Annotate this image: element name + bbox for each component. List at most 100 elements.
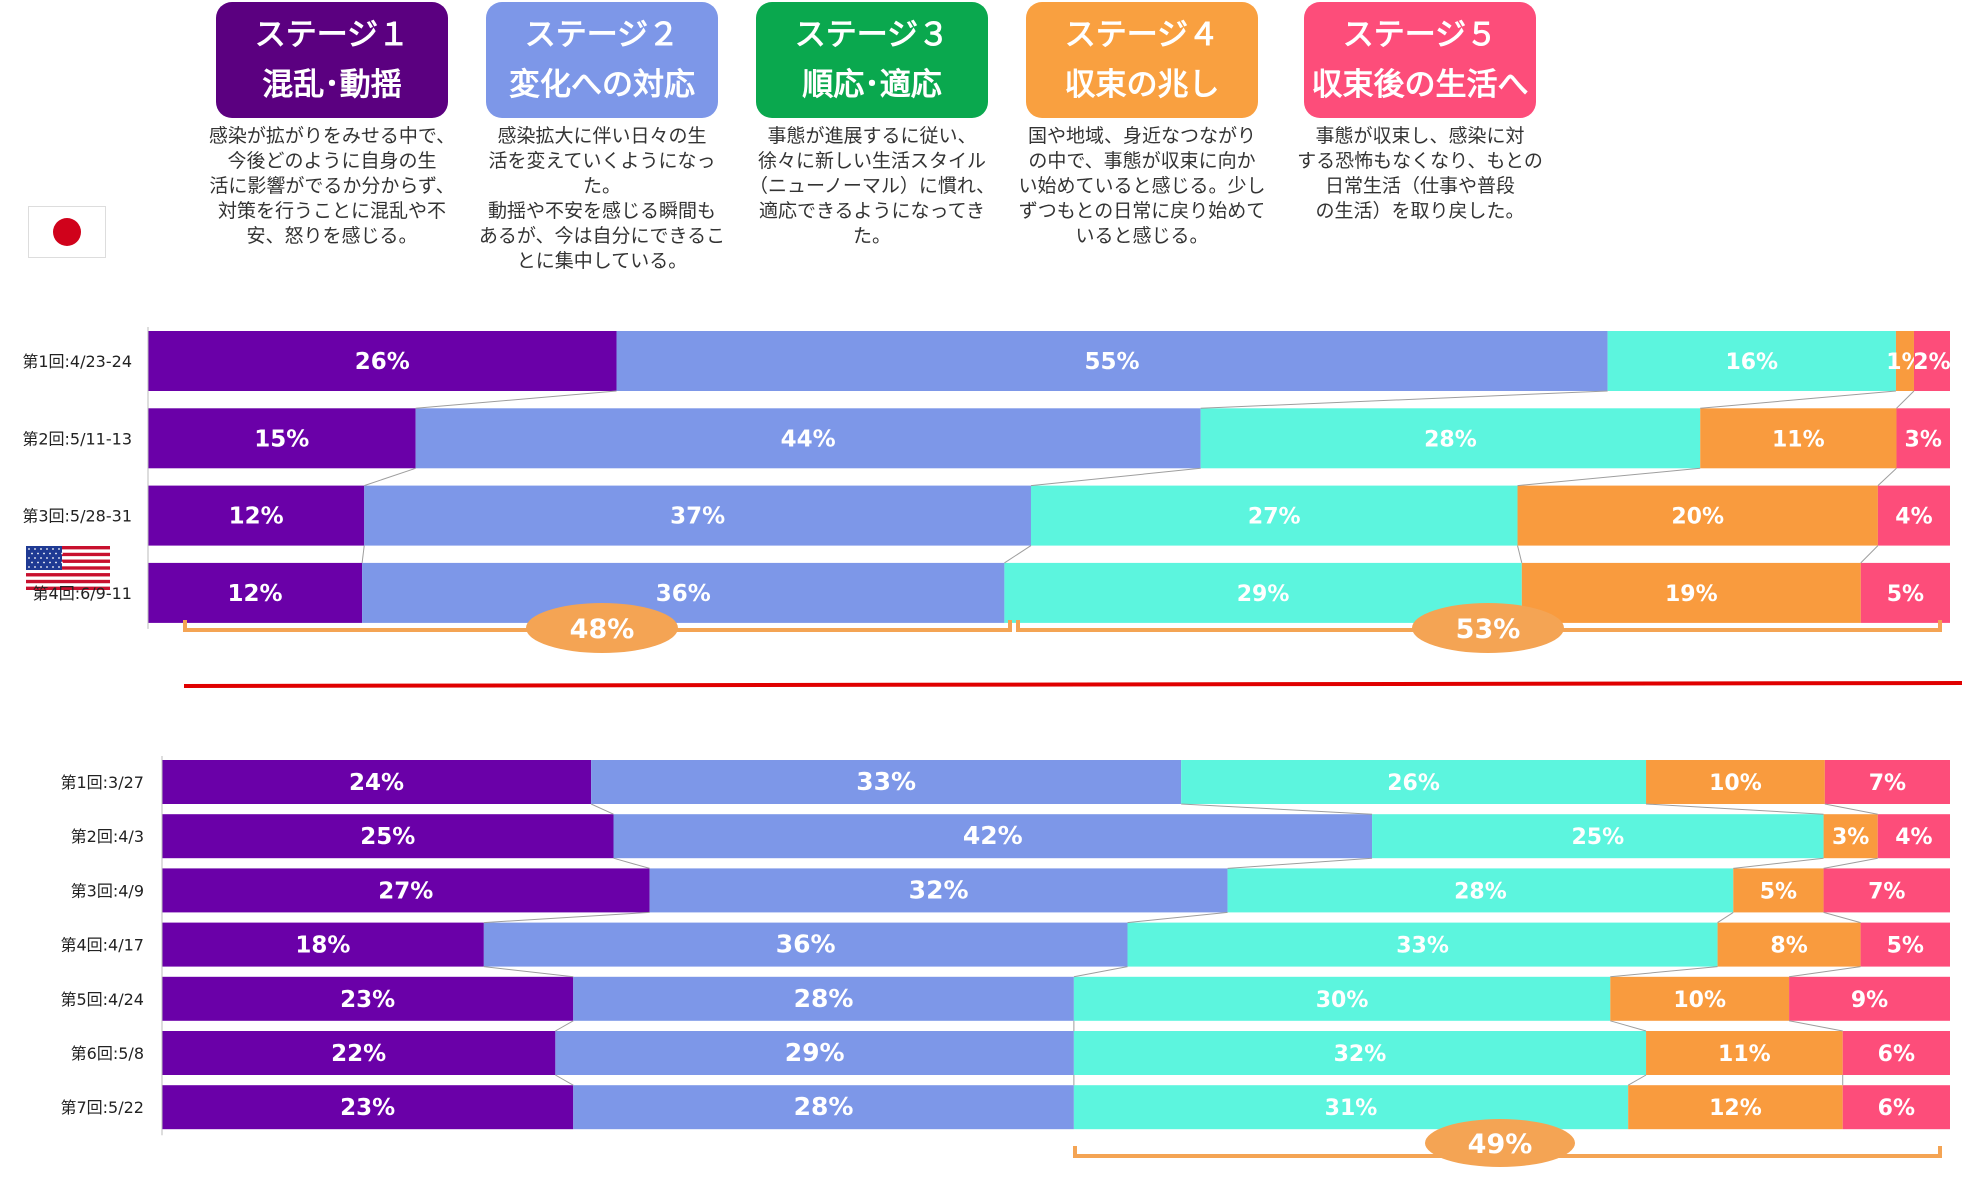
japan-stage3-label: 27% xyxy=(1248,505,1301,530)
usa-stage3-label: 26% xyxy=(1387,771,1440,796)
japan-stage2-label: 37% xyxy=(670,504,725,530)
usa-connector-line xyxy=(1610,966,1718,978)
usa-stage3-bar xyxy=(1073,1085,1629,1130)
stage2-desc-line: あるが、今は自分にできるこ xyxy=(478,225,726,247)
japan-stage2-bar xyxy=(616,331,1608,391)
japan-stage5-label: 5% xyxy=(1887,582,1924,607)
usa-stage2-bar xyxy=(573,1085,1074,1130)
usa-connector-line xyxy=(1127,911,1228,924)
usa-connector-line xyxy=(1823,911,1861,924)
usa-stage1-label: 18% xyxy=(295,933,350,959)
usa-stage5-label: 6% xyxy=(1878,1042,1915,1067)
usa-stage3-label: 30% xyxy=(1316,988,1369,1013)
japan-row-label: 第4回:6/9-11 xyxy=(33,584,132,603)
usa-stage5-label: 9% xyxy=(1851,988,1888,1013)
japan-bubble-48-label: 48% xyxy=(570,614,635,645)
usa-bubble-49-ellipse xyxy=(1425,1119,1575,1167)
usa-connector-line xyxy=(1733,857,1824,869)
stage4-desc-line: いると感じる。 xyxy=(1075,225,1209,247)
usa-stage4-label: 10% xyxy=(1709,771,1762,796)
usa-stage5-label: 5% xyxy=(1887,934,1924,959)
japan-stage4-bar xyxy=(1895,331,1914,391)
usa-stage3-label: 31% xyxy=(1325,1096,1378,1121)
japan-connector-line xyxy=(1030,467,1201,487)
japan-bubble-53-label: 53% xyxy=(1456,614,1521,645)
usa-row-label: 第4回:4/17 xyxy=(60,936,144,955)
stage3-title: ステージ３ xyxy=(794,17,950,53)
usa-connector-line xyxy=(1646,803,1824,815)
usa-stage3-label: 28% xyxy=(1454,879,1507,904)
usa-stage2-bar xyxy=(613,814,1373,859)
usa-connector-line xyxy=(1789,966,1861,978)
japan-stage4-label: 11% xyxy=(1772,427,1825,452)
usa-row-label: 第6回:5/8 xyxy=(71,1044,144,1063)
japan-stage1-label: 26% xyxy=(355,349,410,375)
stage4-description: 国や地域、身近なつながり の中で、事態が収束に向か い始めていると感じる。少し … xyxy=(1017,124,1267,249)
usa-stage1-label: 23% xyxy=(340,1095,395,1121)
japan-bubble-48-ellipse xyxy=(526,603,678,653)
japan-stage3-bar xyxy=(1200,408,1701,469)
usa-stage5-label: 4% xyxy=(1895,825,1932,850)
usa-stage5-bar xyxy=(1842,1085,1950,1130)
usa-stage2-label: 33% xyxy=(856,767,916,796)
stage1-desc-line: 感染が拡がりをみせる中で、 xyxy=(208,125,456,147)
japan-stage1-label: 12% xyxy=(228,581,283,607)
stage5-subtitle: 収束後の生活へ xyxy=(1311,67,1529,103)
stage5-title: ステージ５ xyxy=(1342,17,1498,53)
usa-connector-line xyxy=(483,911,650,924)
usa-stage2-label: 28% xyxy=(794,984,854,1013)
japan-stage4-bar xyxy=(1517,485,1878,546)
japan-stage1-bar xyxy=(148,331,617,391)
japan-row-label: 第3回:5/28-31 xyxy=(22,507,132,526)
japan-stage1-label: 12% xyxy=(229,504,284,530)
japan-stage5-bar xyxy=(1913,331,1950,391)
usa-stage3-label: 33% xyxy=(1396,934,1449,959)
stage5-desc-line: 事態が収束し、感染に対 xyxy=(1315,125,1525,147)
usa-stage4-label: 5% xyxy=(1760,879,1797,904)
usa-stage3-bar xyxy=(1372,814,1824,859)
usa-connector-line xyxy=(1073,966,1128,978)
usa-row-label: 第5回:4/24 xyxy=(60,990,144,1009)
stage3-desc-line: 事態が進展するに従い、 xyxy=(767,125,977,147)
usa-stage5-bar xyxy=(1823,868,1950,913)
usa-stage1-label: 25% xyxy=(360,824,415,850)
usa-stage2-bar xyxy=(483,922,1128,967)
japan-stage5-bar xyxy=(1860,562,1950,623)
japan-flag-icon xyxy=(28,206,106,258)
usa-connector-line xyxy=(1788,1020,1843,1032)
stage1-desc-line: 活に影響がでるか分からず、 xyxy=(209,175,455,197)
japan-stage1-bar xyxy=(148,408,416,469)
stage5-desc-line: の生活）を取り戻した。 xyxy=(1315,200,1525,222)
japan-stage2-bar xyxy=(415,408,1201,469)
usa-stage4-label: 10% xyxy=(1673,988,1726,1013)
usa-stage5-bar xyxy=(1789,976,1950,1021)
usa-stage3-bar xyxy=(1073,1031,1647,1075)
usa-stage4-label: 12% xyxy=(1709,1096,1762,1121)
stage4-desc-line: の中で、事態が収束に向か xyxy=(1028,150,1256,172)
usa-connector-line xyxy=(1227,857,1373,869)
usa-stage1-bar xyxy=(162,922,484,967)
usa-stage1-label: 23% xyxy=(340,987,395,1013)
japan-stage2-label: 36% xyxy=(656,581,711,607)
stage4-desc-line: 国や地域、身近なつながり xyxy=(1027,125,1256,147)
usa-stage5-bar xyxy=(1877,814,1950,859)
usa-stage2-bar xyxy=(573,976,1074,1021)
usa-connector-line xyxy=(613,857,650,869)
japan-stage3-label: 28% xyxy=(1424,427,1477,452)
stage5-desc-line: 日常生活（仕事や普段 xyxy=(1324,175,1515,197)
stage4-title: ステージ４ xyxy=(1064,17,1220,53)
japan-connector-line xyxy=(1200,390,1608,409)
japan-stage3-label: 29% xyxy=(1237,582,1290,607)
japan-stage4-bar xyxy=(1521,562,1861,623)
usa-stage5-label: 6% xyxy=(1878,1096,1915,1121)
usa-stage2-label: 28% xyxy=(794,1092,854,1121)
japan-connector-line xyxy=(1896,390,1915,409)
japan-stage2-label: 55% xyxy=(1085,349,1140,375)
japan-connector-line xyxy=(361,545,365,563)
usa-stage5-bar xyxy=(1824,760,1950,804)
stage2-title: ステージ２ xyxy=(524,17,680,53)
japan-connector-line xyxy=(415,390,617,409)
usa-stage1-bar xyxy=(162,976,574,1021)
usa-stage5-label: 7% xyxy=(1869,771,1906,796)
